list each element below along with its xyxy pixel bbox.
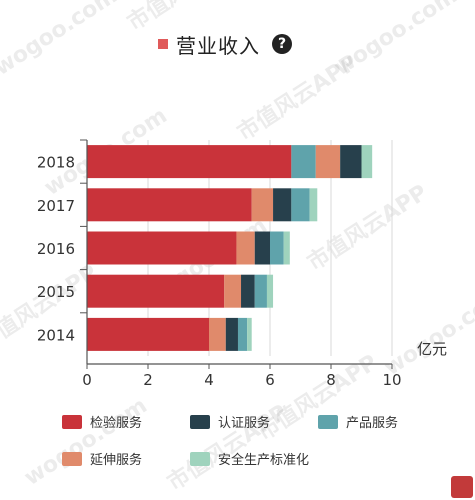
brand-seal xyxy=(451,476,473,498)
bar-segment xyxy=(283,231,290,265)
legend-swatch xyxy=(190,451,210,466)
legend-item[interactable]: 认证服务 xyxy=(190,412,318,431)
bar-segment xyxy=(237,317,248,351)
y-tick-label: 2017 xyxy=(37,197,75,215)
bar-segment xyxy=(315,145,341,179)
bar-segment xyxy=(225,317,238,351)
legend-label: 检验服务 xyxy=(90,416,143,431)
x-tick-label: 6 xyxy=(265,371,275,389)
bar-segment xyxy=(270,231,284,265)
bar-segment xyxy=(273,188,292,222)
x-tick-label: 0 xyxy=(82,371,92,389)
x-tick-label: 10 xyxy=(382,371,401,389)
bar-segment xyxy=(87,317,209,351)
bar-segment xyxy=(251,188,274,222)
legend-label: 产品服务 xyxy=(346,416,399,431)
legend-swatch xyxy=(62,414,82,429)
bar-segment xyxy=(291,188,310,222)
stacked-bar-chart: 2018 2017 2016 2015 2014 0 2 4 6 8 10 亿元 xyxy=(37,139,447,389)
y-tick-label: 2018 xyxy=(37,154,75,172)
legend-item[interactable]: 检验服务 xyxy=(62,412,190,431)
legend-item[interactable]: 延伸服务 xyxy=(62,449,190,468)
legend-swatch xyxy=(318,414,338,429)
bar-segment xyxy=(209,317,226,351)
bar-segment xyxy=(247,317,252,351)
bar-segment xyxy=(87,274,225,308)
legend-swatch xyxy=(190,414,210,429)
legend-label: 安全生产标准化 xyxy=(218,453,310,468)
y-tick-label: 2016 xyxy=(37,240,75,258)
bar-segment xyxy=(340,145,362,179)
chart-title-row: 营业收入 ? xyxy=(158,30,292,58)
bar-segment xyxy=(236,231,255,265)
bar-segment xyxy=(87,145,292,179)
bar-segment xyxy=(291,145,316,179)
x-tick-label: 2 xyxy=(143,371,153,389)
chart-title: 营业收入 xyxy=(176,33,260,58)
legend-swatch xyxy=(62,451,82,466)
legend-label: 认证服务 xyxy=(218,416,271,431)
legend-label: 延伸服务 xyxy=(90,453,143,468)
bar-segment xyxy=(224,274,242,308)
bar-segment xyxy=(254,231,270,265)
legend-item[interactable]: 安全生产标准化 xyxy=(190,449,318,468)
chart-legend: 检验服务 认证服务 产品服务延伸服务 安全生产标准化 xyxy=(62,412,422,468)
y-tick-label: 2015 xyxy=(37,283,75,301)
bar-segment xyxy=(254,274,267,308)
legend-item[interactable]: 产品服务 xyxy=(318,412,438,431)
unit-label: 亿元 xyxy=(417,340,447,358)
y-tick-label: 2014 xyxy=(37,326,75,344)
x-tick-label: 8 xyxy=(326,371,336,389)
bar-segment xyxy=(87,188,252,222)
bar-segment xyxy=(361,145,373,179)
bar-segment xyxy=(87,231,237,265)
question-circle-icon[interactable]: ? xyxy=(272,34,292,54)
title-swatch xyxy=(158,39,168,49)
bar-segment xyxy=(241,274,255,308)
bar-segment xyxy=(309,188,318,222)
bar-segment xyxy=(266,274,274,308)
x-tick-label: 4 xyxy=(204,371,214,389)
